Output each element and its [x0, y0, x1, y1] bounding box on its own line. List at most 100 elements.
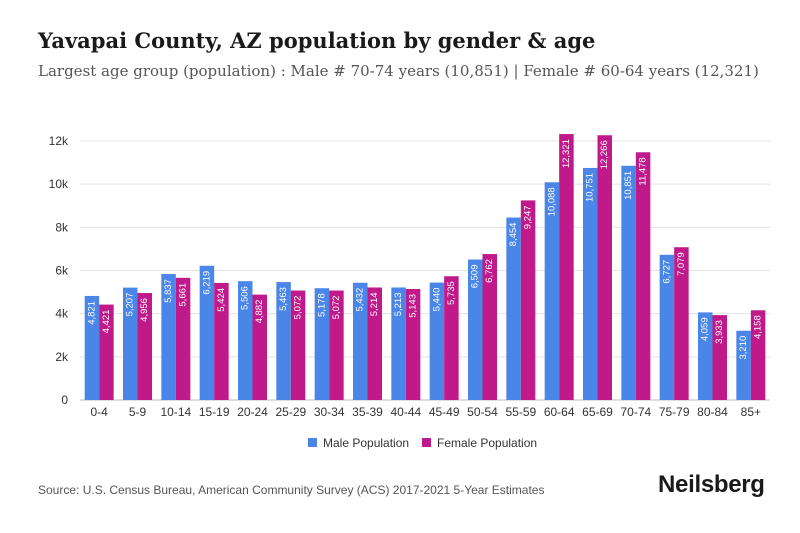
data-label: 5,506 [240, 286, 251, 310]
data-label: 5,178 [316, 293, 327, 317]
data-label: 10,088 [546, 187, 557, 216]
male-bar [84, 295, 100, 400]
data-label: 8,454 [508, 223, 519, 247]
data-label: 5,072 [331, 296, 342, 320]
data-label: 12,266 [599, 140, 610, 169]
data-label: 5,207 [125, 293, 136, 317]
male-bar [314, 288, 330, 400]
x-tick-label: 5-9 [129, 405, 147, 419]
legend-swatch-female [422, 438, 431, 447]
male-bar [276, 282, 291, 400]
x-tick-label: 15-19 [199, 405, 230, 419]
data-label: 10,851 [623, 171, 634, 200]
x-tick-label: 65-69 [582, 405, 613, 419]
data-label: 5,214 [369, 292, 380, 316]
data-label: 3,933 [714, 320, 725, 344]
data-label: 6,509 [470, 265, 481, 289]
data-label: 4,821 [86, 301, 97, 325]
x-tick-label: 35-39 [352, 405, 383, 419]
data-label: 6,219 [201, 271, 212, 295]
data-label: 4,158 [753, 315, 764, 339]
female-bar [252, 294, 267, 400]
x-tick-label: 10-14 [160, 405, 191, 419]
legend-label-male: Male Population [323, 436, 409, 450]
x-tick-label: 25-29 [275, 405, 306, 419]
source-note: Source: U.S. Census Bureau, American Com… [38, 483, 545, 497]
data-label: 6,727 [661, 260, 672, 284]
data-label: 5,213 [393, 292, 404, 316]
female-bar [750, 310, 766, 400]
male-bar [698, 312, 713, 400]
brand-logo: Neilsberg [658, 471, 765, 498]
male-bar [506, 217, 521, 400]
x-tick-label: 20-24 [237, 405, 268, 419]
data-label: 11,478 [638, 157, 649, 185]
male-bar [583, 167, 598, 400]
data-label: 6,762 [484, 259, 495, 283]
male-bar [736, 330, 751, 400]
male-bar [161, 274, 176, 400]
data-label: 5,072 [293, 296, 304, 320]
data-label: 3,210 [738, 336, 749, 360]
male-bar [468, 259, 483, 400]
female-bar [635, 152, 651, 400]
male-bar [544, 182, 560, 400]
x-tick-label: 75-79 [659, 405, 690, 419]
chart-title: Yavapai County, AZ population by gender … [38, 28, 596, 53]
data-label: 4,059 [700, 317, 711, 341]
data-label: 5,735 [446, 281, 457, 305]
male-bar [621, 165, 636, 400]
male-bar [391, 287, 406, 400]
y-tick-label: 10k [49, 177, 69, 191]
y-tick-label: 2k [55, 350, 69, 364]
x-tick-label: 45-49 [429, 405, 460, 419]
male-bar [199, 265, 215, 400]
legend-swatch-male [308, 438, 317, 447]
x-tick-label: 80-84 [697, 405, 728, 419]
x-tick-label: 30-34 [314, 405, 345, 419]
female-bar [482, 254, 497, 400]
data-label: 4,882 [254, 300, 265, 324]
female-bar [559, 134, 574, 400]
female-bar [597, 135, 612, 400]
data-label: 9,247 [523, 205, 534, 229]
y-tick-label: 4k [55, 307, 69, 321]
chart-subtitle: Largest age group (population) : Male # … [38, 62, 759, 80]
data-label: 5,432 [355, 288, 366, 312]
female-bar [444, 276, 459, 400]
data-label: 4,956 [139, 298, 150, 322]
x-tick-label: 50-54 [467, 405, 498, 419]
female-bar [290, 290, 306, 400]
data-label: 5,143 [408, 294, 419, 318]
male-bar [429, 282, 445, 400]
data-label: 4,421 [101, 310, 112, 334]
legend-label-female: Female Population [437, 436, 537, 450]
male-bar [123, 287, 138, 400]
female-bar [674, 247, 689, 400]
data-label: 7,079 [676, 252, 687, 276]
data-label: 5,440 [431, 288, 442, 312]
data-label: 5,661 [178, 283, 189, 307]
data-label: 5,424 [216, 288, 227, 312]
x-tick-label: 60-64 [544, 405, 575, 419]
x-tick-label: 55-59 [505, 405, 536, 419]
female-bar [329, 290, 344, 400]
female-bar [405, 288, 421, 400]
y-tick-label: 8k [55, 220, 69, 234]
female-bar [137, 293, 152, 400]
female-bar [367, 287, 382, 400]
x-tick-label: 40-44 [390, 405, 421, 419]
data-label: 5,837 [163, 279, 174, 303]
data-label: 12,321 [561, 139, 572, 168]
x-tick-label: 85+ [741, 405, 761, 419]
y-tick-label: 0 [61, 393, 68, 407]
x-tick-label: 0-4 [90, 405, 108, 419]
male-bar [238, 281, 253, 400]
female-bar [712, 315, 727, 400]
y-tick-label: 6k [55, 264, 69, 278]
female-bar [520, 200, 536, 400]
y-tick-label: 12k [49, 134, 69, 148]
x-tick-label: 70-74 [620, 405, 651, 419]
data-label: 10,751 [585, 173, 596, 202]
